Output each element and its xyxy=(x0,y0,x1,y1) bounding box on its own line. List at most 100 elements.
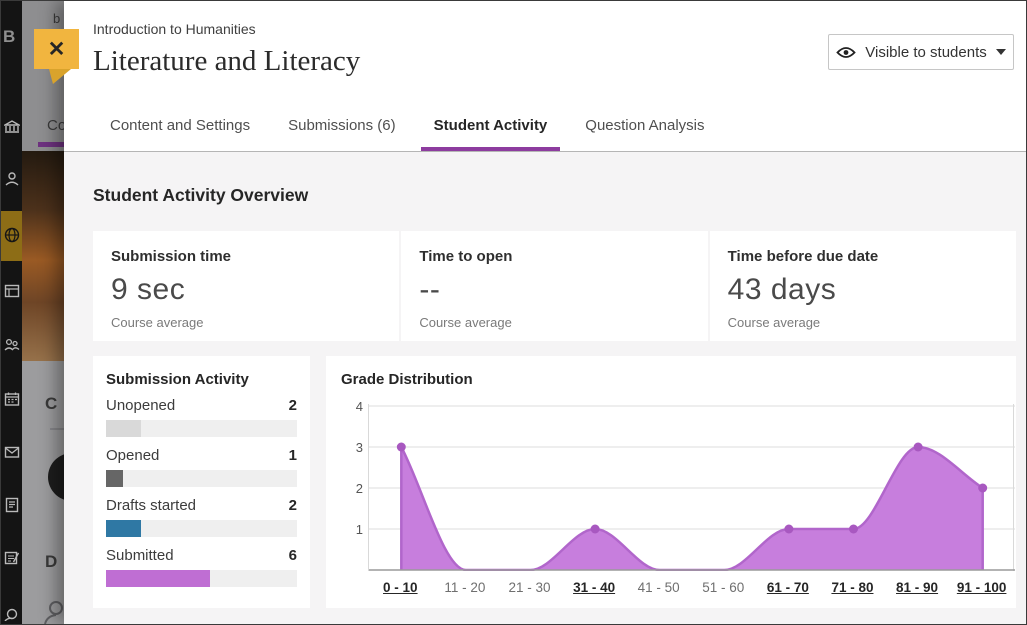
app-sidebar: B xyxy=(1,1,22,624)
activity-count: 2 xyxy=(288,397,297,414)
backdrop-course-photo xyxy=(22,151,64,361)
tab-student-activity[interactable]: Student Activity xyxy=(415,100,567,151)
breadcrumb: Introduction to Humanities xyxy=(93,21,256,37)
data-point-marker xyxy=(784,524,794,534)
y-axis-tick-label: 1 xyxy=(355,522,363,537)
document-icon[interactable] xyxy=(4,497,20,513)
activity-bar-track xyxy=(106,420,297,437)
activity-bar-track xyxy=(106,470,297,487)
x-axis-label-link[interactable]: 61 - 70 xyxy=(766,580,809,595)
activity-count: 1 xyxy=(288,447,297,464)
messages-icon[interactable] xyxy=(4,444,20,460)
stat-label: Submission time xyxy=(111,248,232,265)
x-axis-label-link[interactable]: 81 - 90 xyxy=(896,580,939,595)
x-axis-label: 51 - 60 xyxy=(702,580,745,595)
chevron-down-icon xyxy=(995,49,1006,55)
stat-caption: Course average xyxy=(727,315,821,330)
y-axis-tick-label: 2 xyxy=(355,481,363,496)
assessment-panel: Introduction to Humanities Literature an… xyxy=(64,1,1026,624)
profile-icon[interactable] xyxy=(4,171,20,187)
activity-row: Unopened 2 xyxy=(106,397,297,437)
grade-distribution-chart: 1 2 3 4 0 - 10 11 - 20 21 - 30 31 - 40 41 - 50 5… xyxy=(341,399,1015,604)
x-axis-label-link[interactable]: 0 - 10 xyxy=(383,580,418,595)
stats-row: Submission time 9 sec Course average Time t… xyxy=(93,231,1016,341)
page-title: Literature and Literacy xyxy=(93,45,361,77)
y-axis-tick-label: 4 xyxy=(355,399,363,414)
activity-count: 2 xyxy=(288,497,297,514)
activity-bar-fill xyxy=(106,420,141,437)
dimmed-backdrop: b Co C D xyxy=(22,1,64,624)
groups-icon[interactable] xyxy=(4,337,20,353)
stat-value: 43 days xyxy=(727,273,837,306)
stat-card: Time to open -- Course average xyxy=(401,231,708,341)
tab-label: Question Analysis xyxy=(585,117,705,134)
activity-bar-track xyxy=(106,570,297,587)
activity-bar-track xyxy=(106,520,297,537)
x-axis-label: 21 - 30 xyxy=(508,580,551,595)
backdrop-text-fragment: b xyxy=(53,11,61,26)
stat-value: -- xyxy=(419,273,441,306)
bottom-row: Submission Activity Unopened 2 Opened 1 Draf… xyxy=(93,356,1016,608)
tab-label: Submissions (6) xyxy=(288,117,396,134)
activity-bar-fill xyxy=(106,470,124,487)
data-point-marker xyxy=(396,442,406,452)
calendar-icon[interactable] xyxy=(4,391,20,407)
stat-label: Time before due date xyxy=(727,248,879,265)
x-axis-label-link[interactable]: 91 - 100 xyxy=(956,580,1007,595)
backdrop-tab-underline xyxy=(38,142,64,147)
section-heading: Student Activity Overview xyxy=(93,185,309,205)
activity-label: Unopened xyxy=(106,397,176,414)
grade-distribution-card: Grade Distribution 1 2 3 4 0 - 10 11 - 20 21 … xyxy=(326,356,1016,608)
stat-label: Time to open xyxy=(419,248,513,265)
activity-row: Submitted 6 xyxy=(106,547,297,587)
panel-header: Introduction to Humanities Literature an… xyxy=(64,1,1026,100)
sidebar-active-highlight xyxy=(1,211,22,261)
activity-label: Opened xyxy=(106,447,160,464)
person-icon[interactable] xyxy=(4,605,20,622)
visibility-label: Visible to students xyxy=(865,43,987,61)
stat-caption: Course average xyxy=(111,315,204,330)
visibility-dropdown[interactable]: Visible to students xyxy=(828,34,1014,70)
stat-card: Submission time 9 sec Course average xyxy=(93,231,400,341)
chart-title: Grade Distribution xyxy=(341,371,473,388)
activity-bar-fill xyxy=(106,570,211,587)
panel-content: Student Activity Overview Submission tim… xyxy=(64,153,1026,624)
globe-icon[interactable] xyxy=(4,227,20,243)
backdrop-heading-fragment: C xyxy=(45,394,58,413)
stat-caption: Course average xyxy=(419,315,512,330)
activity-label: Submitted xyxy=(106,547,174,564)
activity-row: Opened 1 xyxy=(106,447,297,487)
tab-label: Student Activity xyxy=(433,117,548,134)
app-logo: B xyxy=(3,27,16,46)
data-point-marker xyxy=(849,524,858,534)
area-fill xyxy=(401,447,983,570)
x-axis-label-link[interactable]: 71 - 80 xyxy=(831,580,874,595)
close-button[interactable]: ✕ xyxy=(34,29,79,69)
person-icon xyxy=(44,601,63,624)
x-axis-label: 11 - 20 xyxy=(444,580,486,595)
submission-activity-card: Submission Activity Unopened 2 Opened 1 Draf… xyxy=(93,356,310,608)
pages-icon[interactable] xyxy=(4,283,20,299)
data-point-marker xyxy=(590,524,600,534)
activity-row: Drafts started 2 xyxy=(106,497,297,537)
tab-content-and-settings[interactable]: Content and Settings xyxy=(91,100,269,151)
y-axis-tick-label: 3 xyxy=(355,440,363,455)
institution-icon[interactable] xyxy=(2,119,22,135)
tab-submissions-6[interactable]: Submissions (6) xyxy=(269,100,415,151)
tab-bar: Content and Settings Submissions (6) Stude… xyxy=(64,100,1026,152)
data-point-marker xyxy=(978,483,988,493)
activity-bar-fill xyxy=(106,520,141,537)
tab-question-analysis[interactable]: Question Analysis xyxy=(566,100,723,151)
backdrop-heading-fragment-2: D xyxy=(45,552,58,571)
activity-label: Drafts started xyxy=(106,497,197,514)
activity-count: 6 xyxy=(288,547,297,564)
grades-icon[interactable] xyxy=(4,550,20,566)
x-axis-label-link[interactable]: 31 - 40 xyxy=(573,580,616,595)
chart-x-axis: 0 - 10 11 - 20 21 - 30 31 - 40 41 - 50 51 - 6… xyxy=(368,580,1014,595)
eye-icon xyxy=(836,46,857,58)
stat-card: Time before due date 43 days Course averag… xyxy=(709,231,1016,341)
chart-plot-area xyxy=(368,404,1015,572)
tab-label: Content and Settings xyxy=(110,117,251,134)
close-icon: ✕ xyxy=(47,37,66,61)
